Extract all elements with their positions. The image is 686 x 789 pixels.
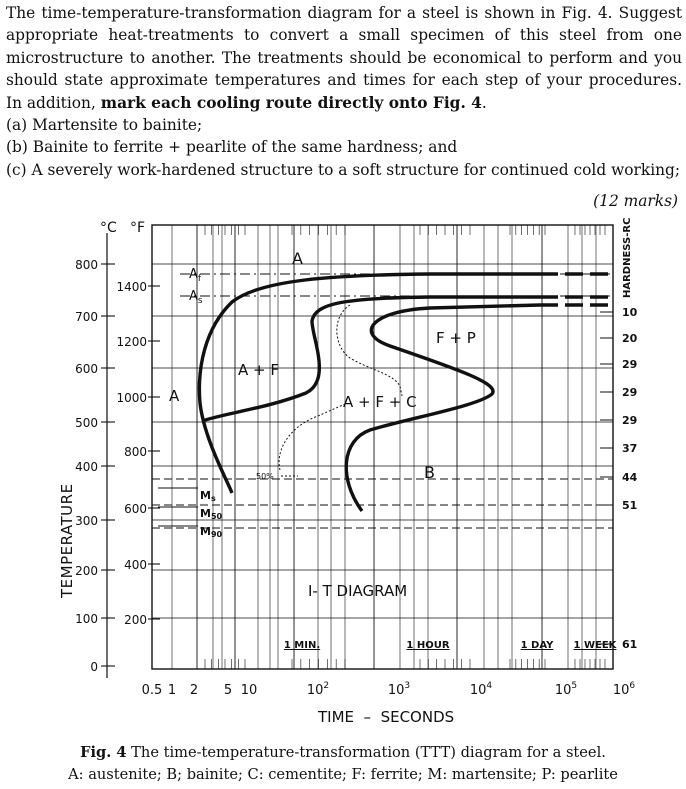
plot-frame — [151, 224, 614, 670]
time-mark-3: 1 WEEK — [574, 640, 618, 651]
caption-label: Fig. 4 — [80, 744, 127, 761]
hardness-tick-label-0: 10 — [622, 306, 638, 319]
hardness-tick-label-6: 44 — [622, 471, 638, 484]
fahrenheit-tick-label-1000: 1000 — [116, 391, 147, 405]
hardness-tick-label-2: 29 — [622, 358, 637, 371]
label-a-plus-f: A + F — [238, 361, 279, 379]
minor-ticks — [204, 225, 606, 669]
label-austenite-top: A — [292, 249, 303, 268]
hardness-tick-label-1: 20 — [622, 332, 638, 345]
fahrenheit-tick-label-1200: 1200 — [116, 335, 147, 349]
x-tick-label-10-4: 104 — [470, 681, 493, 698]
hardness-label: HARDNESS-RC — [622, 218, 633, 298]
celsius-tick-label-500: 500 — [75, 416, 98, 430]
label-m50: M50 — [200, 507, 223, 521]
question-intro: The time-temperature-transformation diag… — [6, 2, 682, 114]
time-mark-1: 1 HOUR — [406, 640, 449, 651]
marks: (12 marks) — [593, 192, 678, 210]
curve-finish — [344, 303, 541, 512]
intro-bold: mark each cooling route directly onto Fi… — [100, 93, 482, 112]
celsius-tick-label-300: 300 — [75, 514, 98, 528]
part-a: (a) Martensite to bainite; — [6, 116, 203, 135]
caption-line-2: A: austenite; B; bainite; C: cementite; … — [68, 766, 618, 783]
x-axis-label: TIME – SECONDS — [317, 708, 454, 726]
celsius-tick-label-400: 400 — [75, 460, 98, 474]
celsius-tick-label-600: 600 — [75, 362, 98, 376]
x-tick-label-10-2: 102 — [307, 681, 329, 698]
grid — [152, 225, 614, 669]
intro-end: . — [481, 93, 487, 112]
x-tick-label-5: 5 — [224, 683, 232, 698]
celsius-tick-label-800: 800 — [75, 258, 98, 272]
label-50-percent: 50% — [256, 472, 274, 481]
label-f-plus-p: F + P — [436, 329, 476, 347]
part-b: (b) Bainite to ferrite + pearlite of the… — [6, 138, 458, 157]
y-axis-label: TEMPERATURE — [58, 483, 76, 599]
x-ticks: 0.5 1 2 5 10 102 103 104 105 106 — [142, 681, 636, 698]
x-tick-label-0.5: 0.5 — [142, 683, 163, 698]
hardness-tick-label-7: 51 — [622, 499, 637, 512]
question-text: The time-temperature-transformation diag… — [6, 2, 682, 181]
fifty-pct-curve-upper — [336, 304, 403, 397]
label-a-plus-f-plus-c: A + F + C — [343, 393, 417, 411]
curve-ferrite-start — [197, 272, 540, 494]
celsius-tick-label-100: 100 — [75, 612, 98, 626]
x-tick-label-10-5: 105 — [555, 681, 577, 698]
hardness-tick-label-4: 29 — [622, 414, 637, 427]
label-ms: Ms — [200, 489, 216, 503]
hardness-ticks: 10 20 29 29 29 37 44 51 61 — [600, 306, 638, 651]
fahrenheit-unit: °F — [130, 220, 145, 236]
hardness-tick-label-5: 37 — [622, 442, 637, 455]
label-af: Af — [189, 267, 202, 284]
curve-carbide-start — [201, 295, 540, 423]
fifty-pct-curve-lower — [278, 403, 346, 471]
x-tick-label-10-3: 103 — [388, 681, 410, 698]
fahrenheit-tick-label-1400: 1400 — [116, 280, 147, 294]
label-m90: M90 — [200, 525, 223, 539]
fahrenheit-tick-label-200: 200 — [124, 613, 147, 627]
time-mark-2: 1 DAY — [521, 640, 555, 651]
label-austenite-left: A — [169, 387, 180, 405]
figure-caption: Fig. 4 The time-temperature-transformati… — [0, 742, 686, 786]
fahrenheit-ticks: 1400 1200 1000 800 600 400 200 — [116, 280, 160, 627]
part-c: (c) A severely work-hardened structure t… — [6, 160, 681, 179]
diagram-title: I- T DIAGRAM — [308, 582, 407, 600]
time-mark-0: 1 MIN. — [284, 640, 320, 651]
intro-text: The time-temperature-transformation diag… — [6, 4, 682, 112]
fahrenheit-tick-label-800: 800 — [124, 445, 147, 459]
time-marks: 1 MIN. 1 HOUR 1 DAY 1 WEEK — [284, 640, 618, 651]
label-as: As — [189, 289, 203, 306]
hardness-tick-label-8: 61 — [622, 638, 637, 651]
x-tick-label-10-6: 106 — [613, 681, 636, 698]
celsius-tick-label-700: 700 — [75, 310, 98, 324]
x-tick-label-10: 10 — [241, 683, 258, 698]
label-bainite: B — [424, 463, 435, 482]
celsius-tick-label-0: 0 — [90, 660, 98, 674]
hardness-tick-label-3: 29 — [622, 386, 637, 399]
x-tick-label-1: 1 — [168, 683, 176, 698]
celsius-unit: °C — [100, 220, 117, 236]
caption-line-1: The time-temperature-transformation (TTT… — [126, 744, 606, 761]
x-tick-label-2: 2 — [190, 683, 198, 698]
celsius-tick-label-200: 200 — [75, 564, 98, 578]
fahrenheit-tick-label-600: 600 — [124, 502, 147, 516]
celsius-ticks: 800 700 600 500 400 300 200 100 0 — [75, 258, 115, 674]
fahrenheit-tick-label-400: 400 — [124, 558, 147, 572]
